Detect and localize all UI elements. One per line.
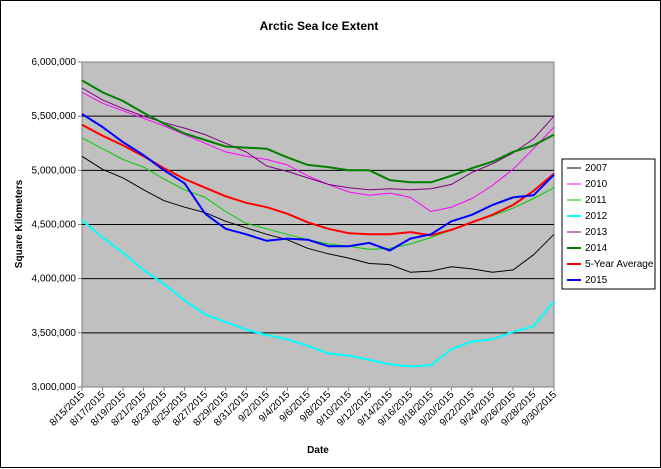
series-line-5-year-average (81, 123, 555, 237)
legend-box (561, 158, 656, 290)
series-line-2010 (81, 91, 555, 212)
legend-label: 2013 (585, 227, 608, 238)
series-layer (81, 79, 555, 368)
series-line-2015 (81, 113, 555, 252)
y-tick-label: 6,000,000 (32, 57, 77, 68)
series-line-2014 (81, 79, 555, 184)
y-tick-label: 3,000,000 (32, 382, 77, 393)
legend-label: 2010 (585, 179, 608, 190)
y-tick-label: 4,000,000 (32, 274, 77, 285)
legend-label: 2011 (585, 195, 607, 206)
chart-title: Arctic Sea Ice Extent (260, 19, 379, 33)
y-tick-label: 4,500,000 (32, 220, 77, 231)
legend: 2007 2010 2011 2012 2013 2014 5-Year Average 20… (561, 158, 656, 290)
legend-label: 5-Year Average (585, 259, 654, 270)
legend-label: 2012 (585, 211, 608, 222)
y-tick-label: 5,500,000 (32, 111, 77, 122)
x-axis-title: Date (307, 445, 329, 456)
legend-label: 2015 (585, 275, 608, 286)
grid-layer (82, 115, 554, 334)
series-line-2012 (81, 219, 555, 368)
y-tick-label: 3,500,000 (32, 328, 77, 339)
y-tick-label: 5,000,000 (32, 165, 77, 176)
legend-label: 2014 (585, 243, 608, 254)
legend-label: 2007 (585, 163, 608, 174)
x-tick-labels: 8/15/20158/17/20158/19/20158/21/20158/23… (48, 387, 559, 429)
y-tick-labels: 3,000,000 3,500,000 4,000,000 4,500,000 5,00… (32, 57, 82, 393)
series-line-2007 (81, 155, 555, 273)
y-axis-title: Square Kilometers (14, 179, 25, 268)
